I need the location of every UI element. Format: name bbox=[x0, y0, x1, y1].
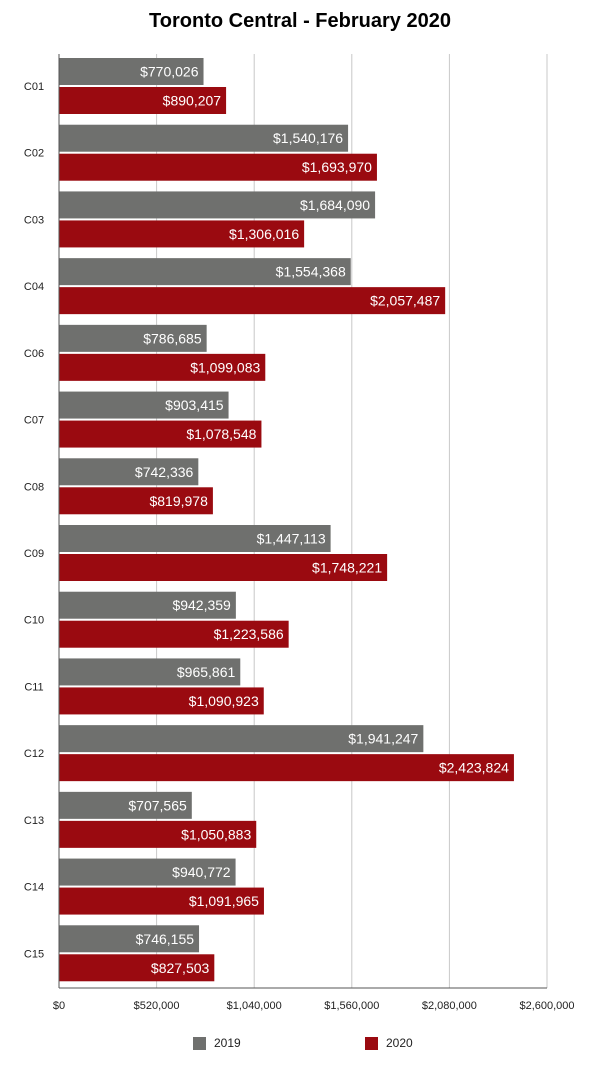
data-label: $1,554,368 bbox=[276, 264, 346, 280]
bar-2019-C08 bbox=[59, 458, 199, 486]
bar-2020-C10 bbox=[59, 620, 289, 648]
data-label: $965,861 bbox=[177, 664, 236, 680]
bar-2020-C14 bbox=[59, 887, 264, 915]
bar-2019-C14 bbox=[59, 858, 236, 886]
data-label: $1,684,090 bbox=[300, 197, 370, 213]
bar-2020-C07 bbox=[59, 420, 262, 448]
bar-2020-C04 bbox=[59, 287, 446, 315]
category-label: C11 bbox=[24, 681, 43, 693]
bar-2020-C13 bbox=[59, 820, 257, 848]
data-label: $1,078,548 bbox=[186, 426, 256, 442]
data-label: $707,565 bbox=[128, 797, 187, 813]
chart-title: Toronto Central - February 2020 bbox=[149, 10, 451, 32]
category-label: C02 bbox=[24, 148, 44, 160]
bar-2020-C09 bbox=[59, 554, 388, 581]
category-label: C10 bbox=[24, 615, 44, 627]
bar-2020-C03 bbox=[59, 220, 305, 248]
data-label: $1,540,176 bbox=[273, 130, 343, 146]
data-label: $1,099,083 bbox=[190, 359, 260, 375]
data-label: $786,685 bbox=[143, 330, 202, 346]
category-label: C03 bbox=[24, 214, 44, 226]
category-label: C09 bbox=[24, 548, 44, 560]
bar-2019-C11 bbox=[59, 658, 241, 686]
data-label: $1,223,586 bbox=[214, 626, 284, 642]
x-tick-label: $0 bbox=[53, 1000, 65, 1012]
bar-2020-C02 bbox=[59, 153, 377, 181]
bar-2019-C04 bbox=[59, 258, 351, 286]
bar-2019-C03 bbox=[59, 191, 376, 219]
bar-2020-C06 bbox=[59, 353, 266, 381]
category-label: C08 bbox=[24, 481, 44, 493]
data-label: $2,057,487 bbox=[370, 293, 440, 309]
category-label: C15 bbox=[24, 948, 44, 960]
data-label: $819,978 bbox=[149, 493, 208, 509]
bar-2019-C07 bbox=[59, 391, 229, 419]
data-label: $1,306,016 bbox=[229, 226, 299, 242]
bar-2019-C13 bbox=[59, 791, 192, 819]
data-label: $742,336 bbox=[135, 464, 194, 480]
bar-2020-C11 bbox=[59, 687, 264, 715]
category-label: C04 bbox=[24, 281, 44, 293]
x-tick-label: $2,600,000 bbox=[519, 1000, 574, 1012]
bar-2020-C15 bbox=[59, 954, 215, 982]
bars: $770,026 $890,207 $1,540,176 $1,693,970 $1,6… bbox=[59, 58, 514, 982]
bar-2019-C02 bbox=[59, 124, 349, 152]
x-tick-label: $1,040,000 bbox=[227, 1000, 282, 1012]
data-label: $1,748,221 bbox=[312, 560, 382, 576]
bar-2019-C10 bbox=[59, 591, 236, 619]
data-label: $1,091,965 bbox=[189, 893, 259, 909]
data-label: $903,415 bbox=[165, 397, 224, 413]
legend-item-2019: 2019 bbox=[193, 1036, 241, 1050]
data-label: $940,772 bbox=[172, 864, 231, 880]
legend-swatch-2020 bbox=[365, 1036, 378, 1050]
bar-2020-C12 bbox=[59, 754, 514, 782]
data-label: $1,941,247 bbox=[348, 731, 418, 747]
category-label: C01 bbox=[24, 81, 44, 93]
data-label: $770,026 bbox=[140, 64, 199, 80]
category-label: C14 bbox=[24, 882, 44, 894]
category-label: C12 bbox=[24, 748, 44, 760]
data-label: $746,155 bbox=[136, 931, 195, 947]
bar-2019-C01 bbox=[59, 58, 204, 85]
x-tick-label: $520,000 bbox=[134, 1000, 180, 1012]
x-tick-label: $2,080,000 bbox=[422, 1000, 477, 1012]
data-label: $827,503 bbox=[151, 960, 210, 976]
data-label: $1,050,883 bbox=[181, 826, 251, 842]
axes: $0 $520,000 $1,040,000 $1,560,000 $2,080,000… bbox=[24, 54, 575, 1012]
bar-2020-C08 bbox=[59, 487, 213, 515]
data-label: $2,423,824 bbox=[439, 760, 509, 776]
data-label: $1,447,113 bbox=[257, 531, 326, 547]
bar-2019-C09 bbox=[59, 525, 331, 552]
data-label: $890,207 bbox=[163, 93, 222, 109]
data-label: $1,693,970 bbox=[302, 159, 372, 175]
legend-label-2019: 2019 bbox=[214, 1036, 241, 1050]
legend-item-2020: 2020 bbox=[365, 1036, 413, 1050]
x-tick-label: $1,560,000 bbox=[324, 1000, 379, 1012]
bar-2019-C12 bbox=[59, 725, 424, 753]
data-label: $942,359 bbox=[172, 597, 231, 613]
data-label: $1,090,923 bbox=[189, 693, 259, 709]
legend-swatch-2019 bbox=[193, 1036, 206, 1050]
category-label: C13 bbox=[24, 815, 44, 827]
legend-label-2020: 2020 bbox=[386, 1036, 413, 1050]
bar-2019-C06 bbox=[59, 324, 207, 352]
category-label: C07 bbox=[24, 415, 44, 427]
bar-2019-C15 bbox=[59, 925, 200, 953]
bar-2020-C01 bbox=[59, 87, 227, 114]
category-label: C06 bbox=[24, 348, 44, 360]
